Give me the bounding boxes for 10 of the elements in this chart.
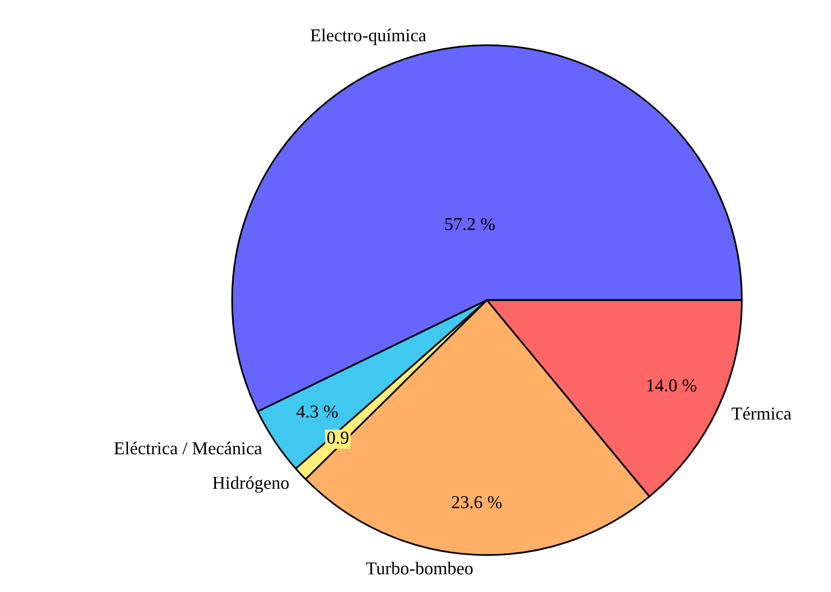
slice-label: Electro-química bbox=[310, 28, 426, 46]
data-label: 0.9 bbox=[327, 432, 348, 444]
data-label: 23.6 % bbox=[452, 496, 502, 508]
slice-label: Hidrógeno bbox=[212, 476, 289, 493]
slice-label: Turbo-bombeo bbox=[366, 562, 473, 574]
slice-label: Térmica bbox=[732, 406, 792, 420]
data-label: 4.3 % bbox=[296, 405, 338, 418]
data-label: 57.2 % bbox=[445, 218, 495, 230]
slice-label: Eléctrica / Mecánica bbox=[114, 442, 262, 454]
data-label: 14.0 % bbox=[647, 379, 696, 392]
